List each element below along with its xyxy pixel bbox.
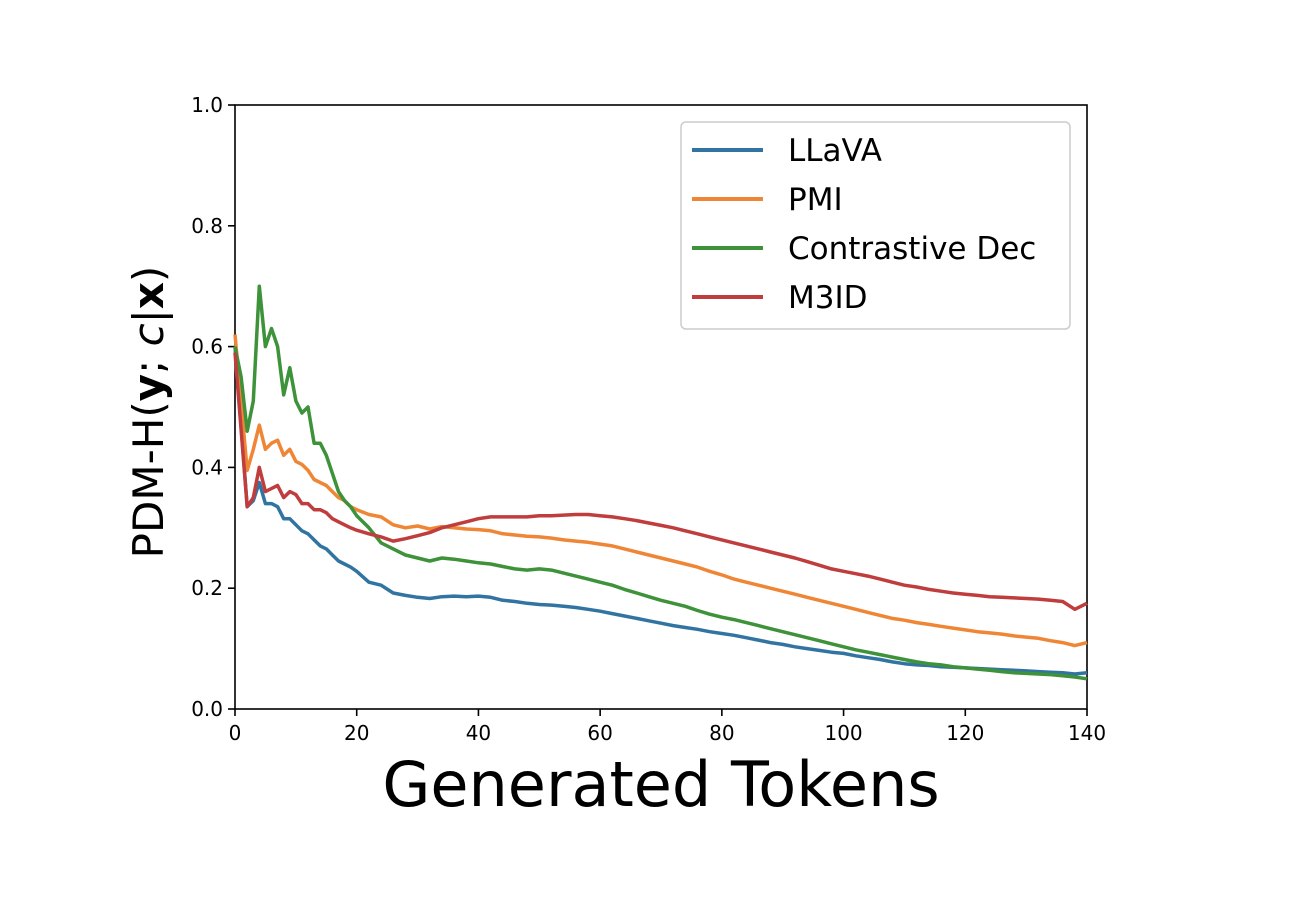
legend-label-contrastive-dec: Contrastive Dec [788,231,1036,267]
plot-frame [234,104,1088,710]
y-tick-label: 0.2 [191,576,223,600]
y-axis-label: PDM-H(y; c|x) [124,266,173,559]
legend-box [680,121,1071,330]
x-tick-label: 120 [946,721,984,745]
y-tick-label: 0.8 [191,214,223,238]
series-line-pmi [233,334,1088,648]
y-axis-label-bar: | [124,309,173,323]
y-axis-label-y: y [124,374,173,401]
x-tick-label: 80 [709,721,734,745]
series-lines [233,284,1088,681]
series-line-contrastive-dec [233,284,1088,681]
legend-label-llava: LLaVA [788,133,882,169]
y-tick-label: 0.0 [191,697,223,721]
y-axis-label-sep: ; [124,346,173,374]
x-tick-label: 100 [824,721,862,745]
y-axis-label-prefix: PDM-H( [124,401,173,558]
series-line-llava [233,346,1088,676]
legend-label-m3id: M3ID [788,280,867,316]
y-axis-label-suffix: ) [124,266,173,282]
x-tick-label: 140 [1068,721,1106,745]
series-line-m3id [233,352,1088,612]
x-axis: 0 20 40 60 80 100 120 140 [229,709,1106,745]
legend-label-pmi: PMI [788,182,843,218]
x-tick-label: 20 [344,721,369,745]
y-tick-label: 0.6 [191,335,223,359]
x-tick-label: 0 [229,721,242,745]
legend: LLaVA PMI Contrastive Dec M3ID [680,121,1071,330]
y-axis-label-x: x [124,282,173,309]
x-tick-label: 60 [587,721,612,745]
y-tick-label: 0.4 [191,455,223,479]
y-axis-label-c: c [124,323,173,346]
x-tick-label: 40 [466,721,491,745]
x-axis-label: Generated Tokens [382,748,939,821]
y-axis: 0.0 0.2 0.4 0.6 0.8 1.0 [191,93,235,721]
y-tick-label: 1.0 [191,93,223,117]
